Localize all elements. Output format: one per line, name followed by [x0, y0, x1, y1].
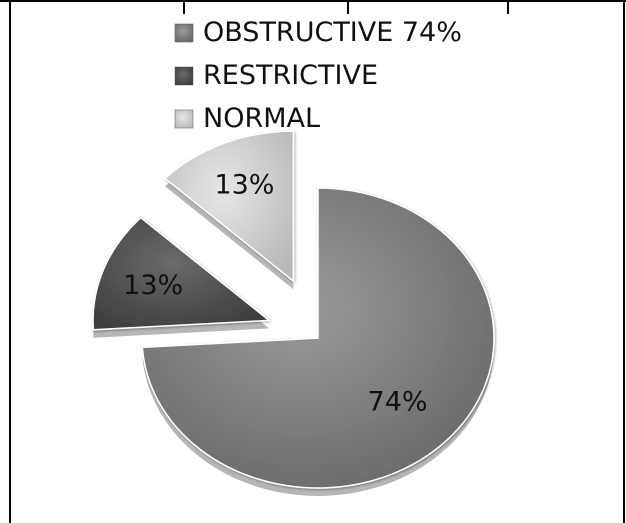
pie-slice-1[interactable] — [142, 188, 494, 488]
legend-label-2: RESTRICTIVE — [203, 60, 378, 91]
legend-label-1: OBSTRUCTIVE 74% — [203, 17, 462, 48]
legend-swatch-2 — [175, 67, 193, 85]
slice-label-2: 13% — [123, 270, 183, 301]
slice-label-3: 13% — [214, 170, 274, 201]
legend-swatch-1 — [175, 24, 193, 42]
slice-label-1: 74% — [368, 387, 428, 418]
legend-label-3: NORMAL — [203, 103, 320, 134]
pie-slices — [93, 131, 494, 496]
legend: OBSTRUCTIVE 74% RESTRICTIVE NORMAL — [175, 17, 462, 134]
legend-swatch-3 — [175, 110, 193, 128]
